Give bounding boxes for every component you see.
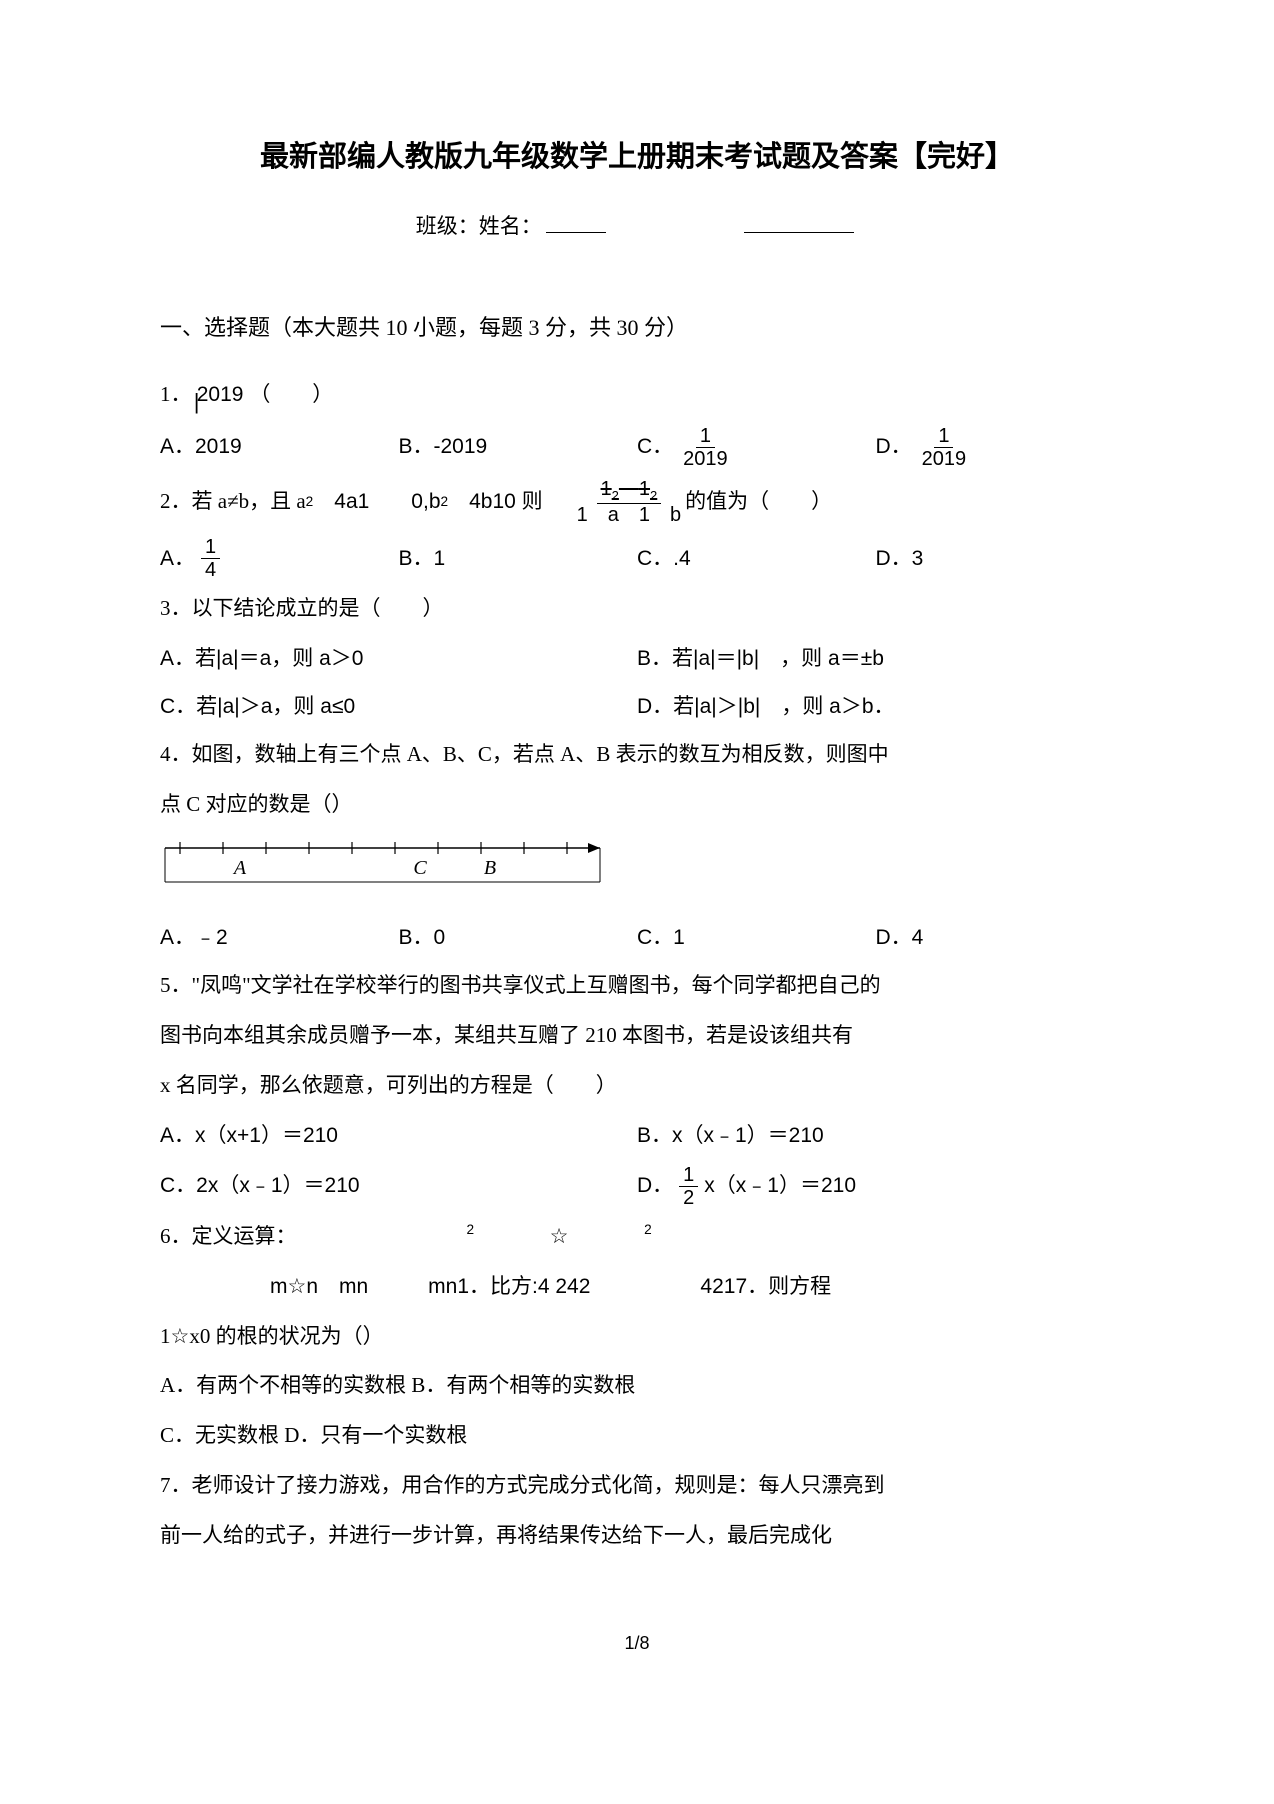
question-4-line1: 4．如图，数轴上有三个点 A、B、C，若点 A、B 表示的数互为相反数，则图中 [160, 735, 1114, 775]
number-line: A C B [160, 834, 1114, 902]
question-3: 3．以下结论成立的是（ ） [160, 589, 1114, 629]
q2-options: A． 14 B．1 C．.4 D．3 [160, 536, 1114, 581]
q4-options: A．﹣2 B．0 C．1 D．4 [160, 918, 1114, 958]
q7-l2: 前一人给的式子，并进行一步计算，再将结果传达给下一人，最后完成化 [160, 1516, 1114, 1556]
q1-opt-c: C． 12019 [637, 425, 876, 470]
question-2: 2．若 a≠b，且 a2 4a1 0,b2 4b10 则 12 12 1 a 1… [160, 478, 1114, 526]
q2-opt-c: C．.4 [637, 539, 876, 579]
q1-opt-b: B．-2019 [399, 427, 638, 467]
q1-opt-a: A．2019 [160, 427, 399, 467]
meta-line: 班级：姓名： [160, 207, 1114, 247]
q3-opt-c: C．若|a|＞a，则 a≤0 [160, 687, 637, 727]
q5-l1: 5．"凤鸣"文学社在学校举行的图书共享仪式上互赠图书，每个同学都把自己的 [160, 966, 1114, 1006]
q5-opt-c: C．2x（x﹣1）＝210 [160, 1166, 637, 1206]
q5-opt-b: B．x（x﹣1）＝210 [637, 1116, 1114, 1156]
q1-options: A．2019 B．-2019 C． 12019 D． 12019 [160, 425, 1114, 470]
axis-label-c: C [413, 857, 427, 879]
q4-opt-d: D．4 [876, 918, 1115, 958]
q3-options-1: A．若|a|＝a，则 a＞0 B．若|a|＝|b| ，则 a＝±b [160, 639, 1114, 679]
q1-number: 2019 [197, 383, 244, 406]
q6-l3: 1☆x0 的根的状况为（） [160, 1317, 1114, 1357]
q6-l2: m☆n mn mn1．比方:4 242 4217．则方程 [160, 1267, 1114, 1307]
name-blank [546, 232, 606, 233]
q6-l1: 6．定义运算： 2 ☆ 2 [160, 1217, 1114, 1257]
q7-l1: 7．老师设计了接力游戏，用合作的方式完成分式化简，规则是：每人只漂亮到 [160, 1466, 1114, 1506]
q1-paren: （ ） [249, 382, 333, 406]
section-1-head: 一、选择题（本大题共 10 小题，每题 3 分，共 30 分） [160, 307, 1114, 349]
q4-opt-b: B．0 [399, 918, 638, 958]
question-4-line2: 点 C 对应的数是（） [160, 785, 1114, 825]
axis-label-a: A [232, 857, 247, 879]
class-label: 班级： [416, 214, 479, 238]
q3-options-2: C．若|a|＞a，则 a≤0 D．若|a|＞|b| ，则 a＞b． [160, 687, 1114, 727]
axis-label-b: B [484, 857, 496, 879]
q5-options-2: C．2x（x﹣1）＝210 D． 12 x（x﹣1）＝210 [160, 1164, 1114, 1209]
page-number: 1/8 [160, 1626, 1114, 1660]
q6-ab: A．有两个不相等的实数根 B．有两个相等的实数根 [160, 1366, 1114, 1406]
doc-title: 最新部编人教版九年级数学上册期末考试题及答案【完好】 [160, 130, 1114, 185]
q5-l2: 图书向本组其余成员赠予一本，某组共互赠了 210 本图书，若是设该组共有 [160, 1016, 1114, 1056]
q3-opt-a: A．若|a|＝a，则 a＞0 [160, 639, 637, 679]
question-1: 1． | 2019 （ ） [160, 375, 1114, 415]
q4-opt-c: C．1 [637, 918, 876, 958]
name-label: 姓名： [479, 214, 542, 238]
q1-opt-d: D． 12019 [876, 425, 1115, 470]
q5-opt-a: A．x（x+1）＝210 [160, 1116, 637, 1156]
extra-blank [744, 232, 854, 233]
q2-opt-b: B．1 [399, 539, 638, 579]
q3-opt-b: B．若|a|＝|b| ，则 a＝±b [637, 639, 1114, 679]
q2-opt-d: D．3 [876, 539, 1115, 579]
q2-frac: 12 12 1 a 1 b [573, 478, 686, 526]
q4-opt-a: A．﹣2 [160, 918, 399, 958]
cursor-mark: | [194, 381, 200, 423]
q5-l3: x 名同学，那么依题意，可列出的方程是（ ） [160, 1066, 1114, 1106]
q1-stem-prefix: 1． [160, 382, 192, 406]
q3-opt-d: D．若|a|＞|b| ，则 a＞b． [637, 687, 1114, 727]
q6-cd: C．无实数根 D．只有一个实数根 [160, 1416, 1114, 1456]
q5-opt-d: D． 12 x（x﹣1）＝210 [637, 1164, 1114, 1209]
q2-opt-a: A． 14 [160, 536, 399, 581]
q5-options-1: A．x（x+1）＝210 B．x（x﹣1）＝210 [160, 1116, 1114, 1156]
